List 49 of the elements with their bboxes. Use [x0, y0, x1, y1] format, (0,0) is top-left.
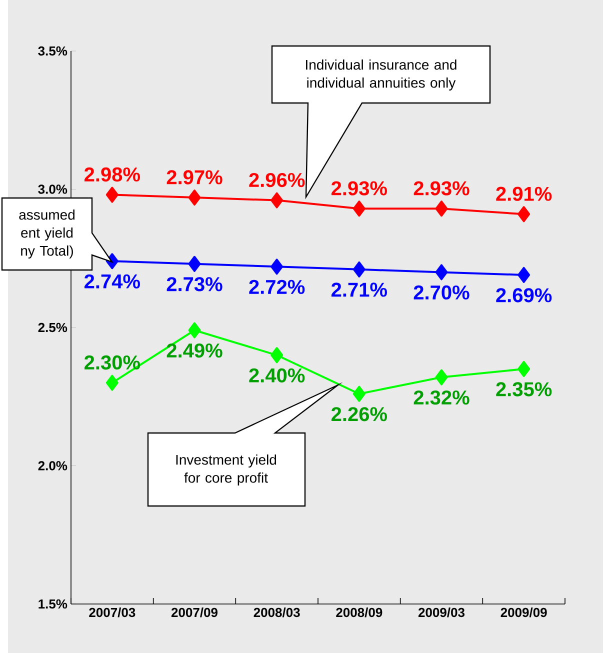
point: [270, 192, 284, 208]
data-label: 2.98%: [84, 167, 140, 182]
data-label: 2.93%: [332, 181, 387, 196]
point: [270, 258, 284, 275]
y-tick-label: 3.5%: [38, 46, 68, 56]
point: [435, 200, 448, 217]
x-tick-label: 2007/09: [171, 608, 218, 618]
x-tick-label: 2009/09: [500, 608, 547, 618]
point: [188, 190, 201, 206]
point: [188, 322, 201, 338]
data-label: 2.40%: [249, 368, 305, 382]
data-label: 2.71%: [332, 282, 387, 297]
point: [435, 369, 448, 386]
data-label: 2.97%: [166, 170, 222, 184]
point: [188, 256, 201, 272]
point: [352, 261, 366, 278]
annotation: Investment yield for core profit: [176, 454, 276, 486]
data-label: 2.73%: [166, 277, 222, 292]
x-tick-label: 2009/03: [418, 608, 465, 618]
point: [270, 347, 284, 364]
point: [435, 264, 448, 280]
y-tick-label: 3.0%: [38, 184, 68, 194]
y-tick-label: 1.5%: [38, 599, 68, 609]
data-label: 2.35%: [496, 382, 552, 396]
y-tick-label: 2.5%: [38, 322, 68, 332]
data-label: 2.32%: [414, 390, 470, 405]
point: [518, 266, 530, 283]
point: [518, 206, 530, 222]
point: [352, 200, 366, 217]
data-label: 2.74%: [84, 274, 140, 288]
data-label: 2.91%: [496, 186, 552, 201]
point: [352, 386, 366, 402]
point: [106, 374, 118, 391]
data-label: 2.72%: [249, 280, 305, 294]
x-tick-label: 2008/03: [254, 608, 300, 618]
data-label: 2.70%: [414, 285, 470, 300]
x-tick-label: 2008/09: [336, 608, 382, 618]
data-label: 2.30%: [84, 355, 140, 370]
y-tick-label: 2.0%: [38, 461, 68, 470]
point: [518, 360, 530, 377]
annotation: assumed ent yield ny Total): [19, 209, 74, 259]
x-tick-label: 2007/03: [89, 608, 136, 618]
data-label: 2.69%: [496, 288, 552, 302]
annotation: Individual insurance and individual annuities only: [306, 59, 456, 91]
data-label: 2.93%: [414, 181, 470, 196]
point: [106, 186, 118, 203]
data-label: 2.26%: [332, 407, 387, 422]
data-label: 2.96%: [249, 172, 305, 188]
data-label: 2.49%: [166, 343, 222, 358]
